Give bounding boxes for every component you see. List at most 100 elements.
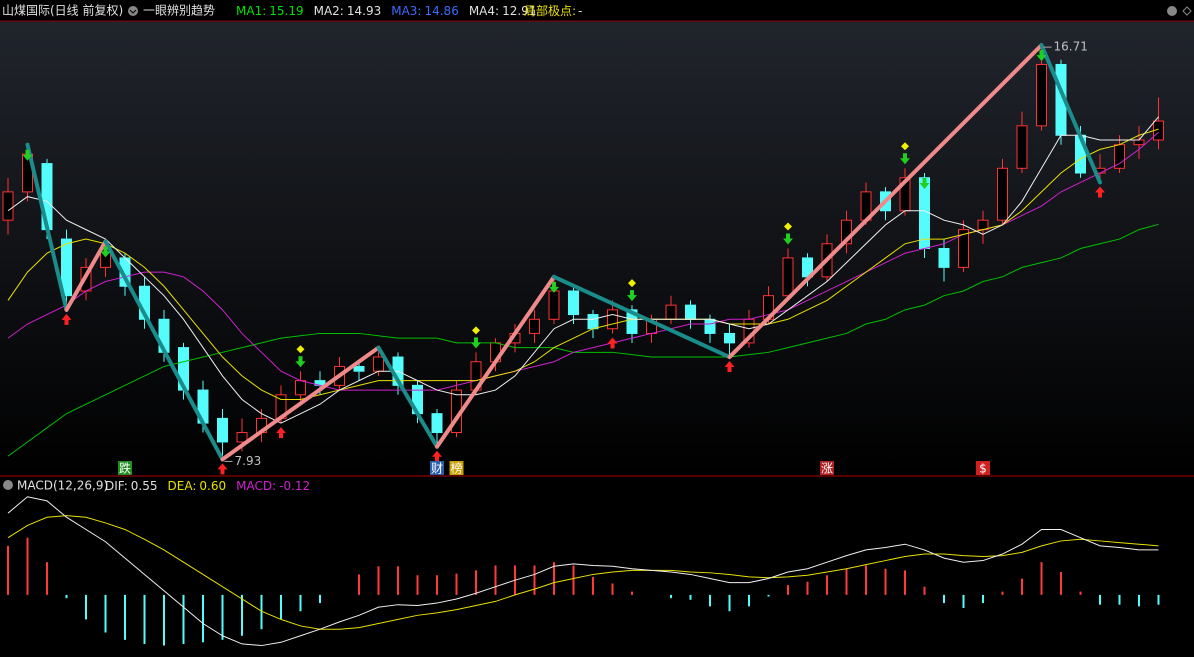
alert-diamond (628, 279, 636, 288)
alert-arrow (900, 153, 910, 165)
macd-title: MACD(12,26,9) (17, 479, 108, 493)
candle-body (607, 309, 618, 330)
header-name: DEA: (168, 479, 197, 493)
collapse-icon[interactable] (1167, 6, 1177, 16)
candle-body (353, 365, 365, 372)
candle-body (2, 191, 14, 221)
header-name: MA1: (236, 4, 266, 18)
candle-body (685, 304, 696, 320)
candle-body (295, 380, 306, 396)
header-value: -0.12 (279, 479, 310, 493)
alert-diamond (901, 142, 909, 151)
extreme-name: 局部极点: (524, 3, 576, 18)
header-value: 14.86 (424, 4, 458, 18)
candle-body (724, 332, 735, 344)
candle-body (373, 356, 384, 372)
event-label: 财 (431, 462, 443, 476)
buy-arrow (276, 427, 286, 439)
header-name: MA2: (314, 4, 344, 18)
dropdown-chevron (129, 9, 137, 14)
extreme-label: 16.71 (1054, 40, 1088, 54)
candle-body (587, 314, 599, 330)
header-value: 14.93 (347, 4, 381, 18)
candle-body (548, 290, 560, 320)
buy-arrow (724, 361, 735, 373)
buy-arrow (432, 450, 442, 462)
candle-body (782, 257, 794, 297)
candle-body (626, 309, 638, 334)
event-box (430, 461, 444, 475)
alert-diamond (472, 326, 480, 335)
header-value: 0.60 (199, 479, 226, 493)
zigzag-segment (727, 43, 1044, 360)
candle-body (217, 417, 228, 443)
dropdown-icon[interactable] (128, 6, 138, 16)
candle-body (704, 318, 716, 334)
event-box (118, 461, 132, 475)
candle-body (958, 229, 969, 268)
event-label: 榜 (450, 461, 462, 476)
header-name: MA3: (391, 4, 421, 18)
event-box (820, 461, 834, 475)
dea-line (7, 515, 1159, 630)
candle-body (977, 219, 989, 231)
alert-diamond (784, 222, 792, 231)
sell-arrow (22, 149, 33, 161)
header-items: MA1: 15.19 MA2: 14.93 MA3: 14.86 MA4: 12.91 (236, 4, 536, 18)
extreme-header: 局部极点: - (524, 3, 582, 18)
indicator-name: 一眼辨别趋势 (143, 4, 215, 18)
sell-arrow (549, 281, 559, 293)
alert-arrow (783, 233, 793, 245)
ma-line (7, 128, 1159, 400)
header-items: DIF: 0.55 DEA: 0.60 MACD: -0.12 (105, 479, 310, 493)
alert-arrow (295, 356, 306, 368)
event-label: $ (979, 462, 987, 476)
candle-body (568, 290, 579, 316)
candle-body (529, 318, 540, 334)
buy-arrow (1095, 186, 1105, 198)
candle-body (938, 248, 950, 268)
event-box (976, 461, 990, 475)
stock-title: 山煤国际(日线 前复权) (2, 3, 123, 18)
header-name: MACD: (236, 479, 276, 493)
expand-icon[interactable] (1182, 6, 1192, 16)
zigzag-segment (376, 345, 439, 449)
candle-body (236, 432, 248, 443)
sell-arrow (100, 246, 111, 258)
ma-line (7, 223, 1159, 457)
sell-arrow (1036, 50, 1047, 62)
sell-arrow (919, 178, 930, 189)
dif-line (7, 496, 1159, 647)
header-name: MA4: (469, 4, 499, 18)
candle-body (1133, 139, 1145, 146)
candle-body (1036, 63, 1047, 127)
zigzag-segment (1039, 43, 1102, 185)
alert-arrow (471, 337, 481, 349)
candle-body (997, 167, 1008, 221)
zigzag-segment (25, 142, 69, 312)
zigzag-segment (220, 345, 381, 462)
header-name: DIF: (105, 479, 128, 493)
header-bar (0, 0, 1194, 21)
macd-dropdown-icon[interactable] (3, 480, 13, 490)
event-box (449, 461, 464, 475)
candle-body (841, 219, 852, 245)
zigzag-segment (552, 274, 732, 360)
buy-arrow (61, 313, 72, 325)
candle-body (61, 238, 72, 297)
header-value: 15.19 (269, 4, 303, 18)
zigzag-segment (64, 239, 108, 312)
ma-header: MA1: 15.19 MA2: 14.93 MA3: 14.86 MA4: 12.91 (236, 4, 536, 18)
candle-body (431, 413, 443, 434)
header-value: 0.55 (131, 479, 158, 493)
zigzag-segment (103, 239, 225, 462)
alert-diamond (296, 345, 305, 354)
candle-body (1016, 125, 1028, 169)
extreme-label: 7.93 (235, 454, 262, 468)
event-label: 涨 (821, 461, 833, 476)
candle-body (665, 304, 677, 320)
extreme-value: - (578, 4, 582, 18)
buy-arrow (607, 337, 618, 349)
